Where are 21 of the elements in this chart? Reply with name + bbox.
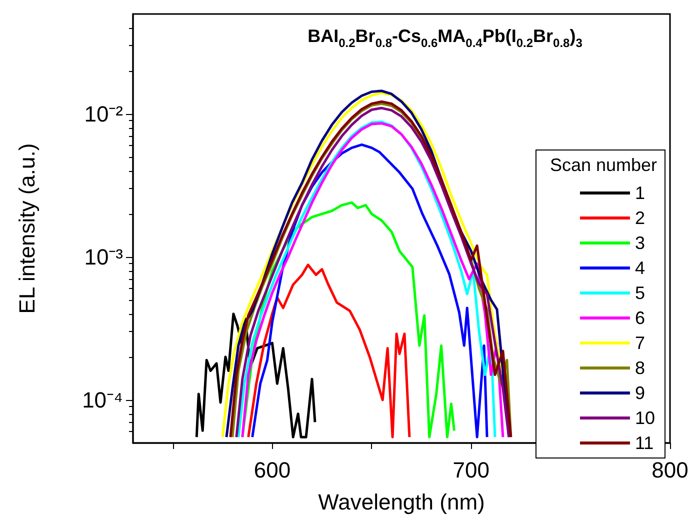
x-axis-title: Wavelength (nm) bbox=[318, 490, 485, 514]
legend-label: 7 bbox=[634, 333, 645, 353]
legend-title: Scan number bbox=[550, 155, 658, 175]
y-tick-label: 10⁻³ bbox=[84, 244, 123, 270]
line-series bbox=[247, 264, 411, 438]
y-axis-title: EL intensity (a.u.) bbox=[14, 143, 40, 314]
legend-label: 8 bbox=[634, 358, 645, 378]
legend-label: 6 bbox=[634, 308, 645, 328]
legend-label: 3 bbox=[634, 233, 645, 253]
x-tick-label: 800 bbox=[652, 458, 688, 482]
legend-label: 1 bbox=[634, 183, 645, 203]
x-tick-label: 600 bbox=[254, 458, 291, 482]
x-tick-label: 700 bbox=[452, 458, 490, 482]
legend-label: 5 bbox=[634, 283, 645, 303]
y-tick-label: 10⁻² bbox=[84, 101, 123, 126]
legend-label: 9 bbox=[634, 383, 645, 403]
legend-label: 10 bbox=[634, 408, 656, 428]
legend-label: 11 bbox=[634, 433, 654, 453]
y-tick-label: 10⁻⁴ bbox=[82, 387, 123, 412]
legend-label: 4 bbox=[634, 258, 645, 278]
legend-label: 2 bbox=[634, 208, 645, 228]
